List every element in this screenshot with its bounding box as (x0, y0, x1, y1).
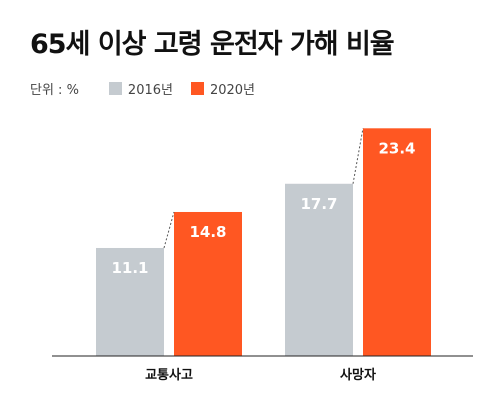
unit-label: 단위 : % (30, 83, 79, 98)
legend-label-2020: 2020년 (209, 83, 256, 98)
connector-line-1 (163, 211, 175, 249)
category-label-2: 사망자 (340, 367, 376, 383)
data-label-2-1: 17.7 (300, 195, 337, 213)
legend-swatch-2020 (190, 82, 204, 95)
chart-title: 65세 이상 고령 운전자 가해 비율 (30, 29, 395, 60)
chart-legend: 단위 : % 2016년 2020년 (30, 79, 273, 98)
legend-item-2020: 2020년 (190, 79, 256, 98)
category-label-1: 교통사고 (145, 367, 193, 383)
bar-1-1 (96, 247, 164, 356)
bar-2-2 (363, 128, 431, 356)
data-label-1-1: 11.1 (111, 259, 148, 277)
legend-item-2016: 2016년 (108, 79, 173, 98)
bar-1-2 (174, 211, 242, 356)
legend-label-2016: 2016년 (127, 83, 173, 98)
data-label-2-2: 23.4 (378, 139, 415, 157)
connector-line-2 (352, 128, 364, 184)
data-label-1-2: 14.8 (189, 223, 226, 241)
legend-swatch-2016 (108, 82, 122, 95)
bar-2-1 (285, 183, 353, 356)
